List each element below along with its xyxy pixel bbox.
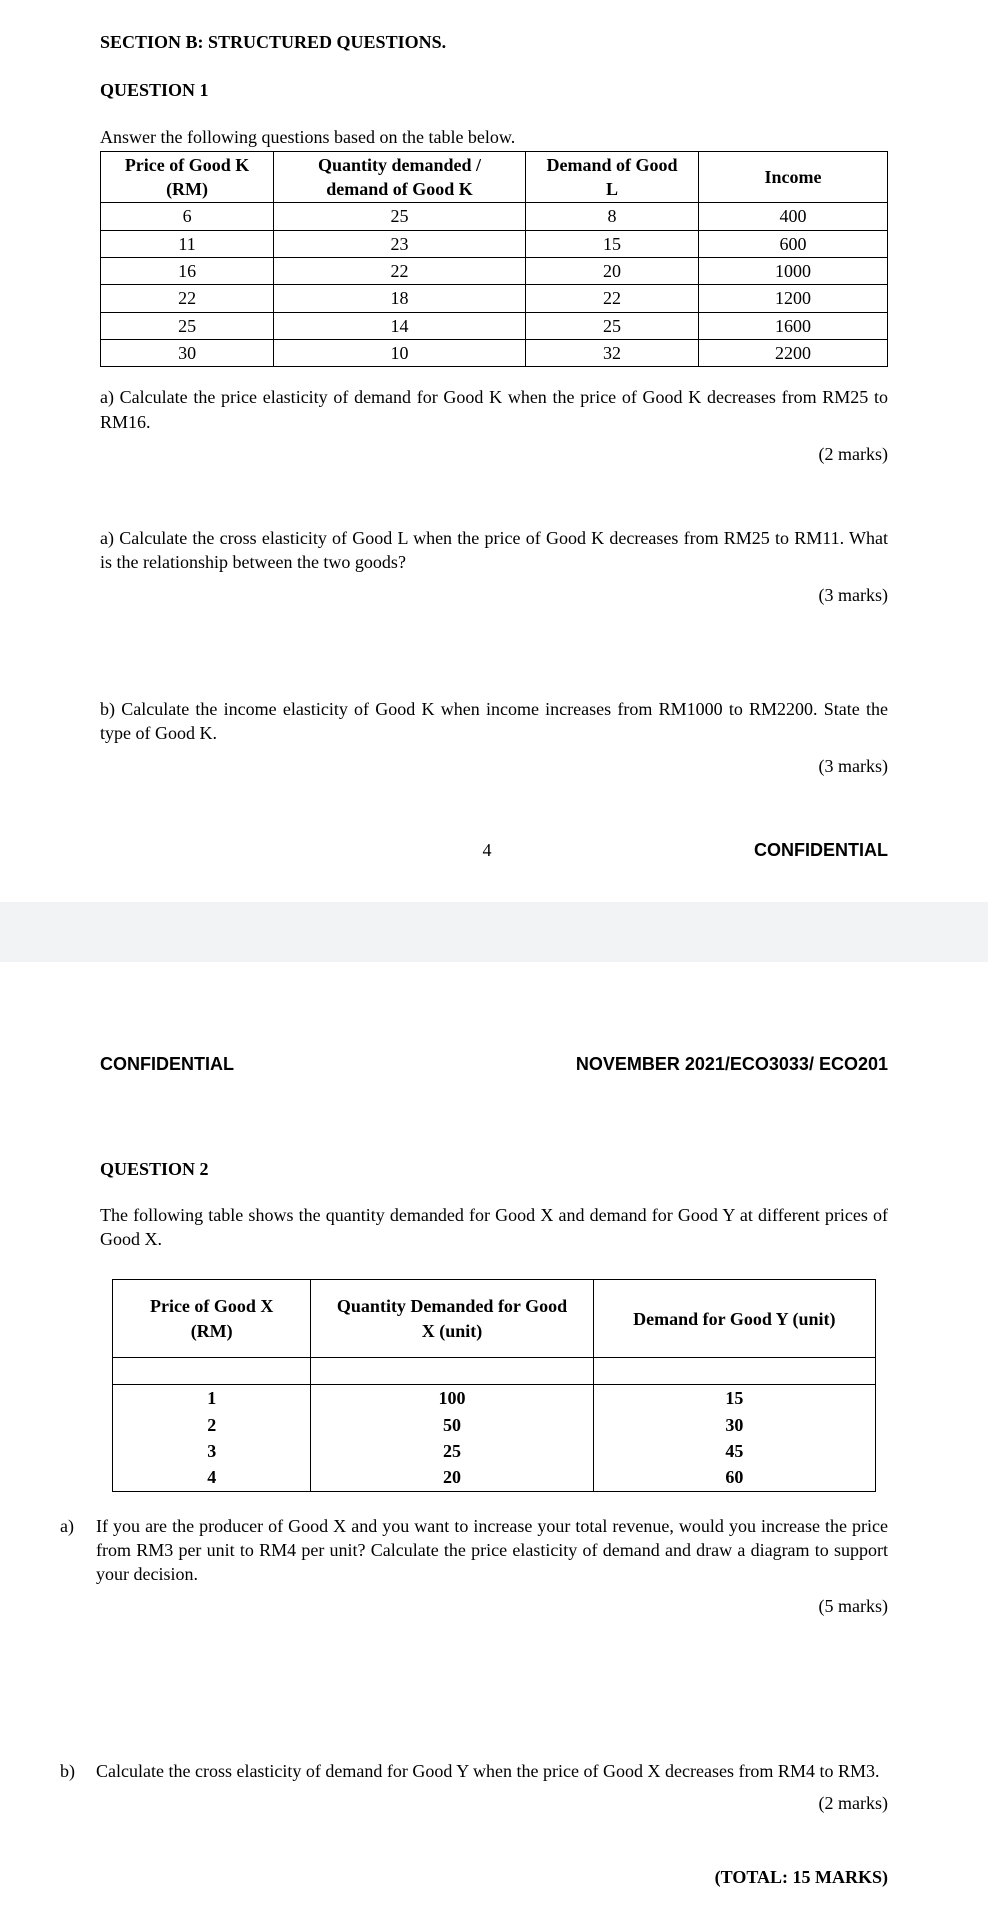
q2-a: a) If you are the producer of Good X and… [60,1514,888,1587]
header-right: NOVEMBER 2021/ECO3033/ ECO201 [576,1052,888,1076]
q2-b-marks: (2 marks) [60,1791,888,1815]
page-1: SECTION B: STRUCTURED QUESTIONS. QUESTIO… [0,0,988,902]
q2-a-text: If you are the producer of Good X and yo… [96,1514,888,1587]
q2-b-label: b) [60,1759,96,1783]
table-row: 32545 [113,1438,876,1464]
table-header: Demand for Good Y (unit) [593,1280,875,1358]
table-cell: 25 [274,203,526,230]
table-header: Demand of GoodL [525,151,698,203]
table-cell: 1 [113,1385,311,1412]
table-cell: 2200 [699,339,888,366]
table-row: 6258400 [101,203,888,230]
q1-a2-text: a) Calculate the cross elasticity of Goo… [100,526,888,575]
table-cell: 25 [101,312,274,339]
q1-b-marks: (3 marks) [100,754,888,778]
q2-b: b) Calculate the cross elasticity of dem… [60,1759,888,1783]
page2-header: CONFIDENTIAL NOVEMBER 2021/ECO3033/ ECO2… [100,1052,888,1076]
table-cell: 20 [311,1464,593,1491]
table-cell: 2 [113,1412,311,1438]
table-cell: 23 [274,230,526,257]
q1-a-marks: (2 marks) [100,442,888,466]
header-left: CONFIDENTIAL [100,1052,234,1076]
table-cell: 600 [699,230,888,257]
total-marks: (TOTAL: 15 MARKS) [60,1865,888,1889]
table-cell: 32 [525,339,698,366]
q2-table: Price of Good X(RM)Quantity Demanded for… [112,1279,876,1491]
table-header: Price of Good K(RM) [101,151,274,203]
q2-b-text: Calculate the cross elasticity of demand… [96,1759,888,1783]
table-row: 3010322200 [101,339,888,366]
table-cell: 20 [525,258,698,285]
section-title: SECTION B: STRUCTURED QUESTIONS. [100,30,888,54]
table-cell: 6 [101,203,274,230]
q1-lead-in: Answer the following questions based on … [100,125,888,149]
table-cell: 10 [274,339,526,366]
table-cell: 22 [274,258,526,285]
table-header: Price of Good X(RM) [113,1280,311,1358]
q1-table: Price of Good K(RM)Quantity demanded /de… [100,151,888,367]
table-header: Quantity Demanded for GoodX (unit) [311,1280,593,1358]
table-row: 110015 [113,1385,876,1412]
table-row: 2218221200 [101,285,888,312]
table-cell: 14 [274,312,526,339]
table-cell: 18 [274,285,526,312]
table-row: 112315600 [101,230,888,257]
page1-footer: 4 CONFIDENTIAL [100,838,888,862]
question-2-title: QUESTION 2 [100,1157,888,1181]
table-row: 25030 [113,1412,876,1438]
table-cell: 22 [525,285,698,312]
table-cell: 400 [699,203,888,230]
question-1-title: QUESTION 1 [100,78,888,102]
table-cell: 1600 [699,312,888,339]
table-cell: 60 [593,1464,875,1491]
table-cell: 30 [101,339,274,366]
table-cell [311,1358,593,1385]
table-cell [593,1358,875,1385]
q2-a-marks: (5 marks) [60,1594,888,1618]
table-cell: 15 [593,1385,875,1412]
q1-a2-marks: (3 marks) [100,583,888,607]
table-cell: 1200 [699,285,888,312]
page-gap [0,902,988,962]
table-cell: 15 [525,230,698,257]
table-cell: 100 [311,1385,593,1412]
table-cell [113,1358,311,1385]
table-row: 42060 [113,1464,876,1491]
table-cell: 16 [101,258,274,285]
page-number: 4 [220,838,754,862]
table-cell: 4 [113,1464,311,1491]
table-cell: 25 [525,312,698,339]
table-cell: 50 [311,1412,593,1438]
q2-lead-in: The following table shows the quantity d… [100,1203,888,1252]
table-cell: 11 [101,230,274,257]
q2-a-label: a) [60,1514,96,1587]
table-cell: 30 [593,1412,875,1438]
table-cell: 22 [101,285,274,312]
table-row: 2514251600 [101,312,888,339]
table-cell: 8 [525,203,698,230]
q1-b-text: b) Calculate the income elasticity of Go… [100,697,888,746]
page-2: CONFIDENTIAL NOVEMBER 2021/ECO3033/ ECO2… [0,962,988,1929]
table-header: Quantity demanded /demand of Good K [274,151,526,203]
table-row: 1622201000 [101,258,888,285]
table-cell: 45 [593,1438,875,1464]
q1-a-text: a) Calculate the price elasticity of dem… [100,385,888,434]
table-header: Income [699,151,888,203]
table-cell: 25 [311,1438,593,1464]
confidential-label: CONFIDENTIAL [754,838,888,862]
table-cell: 1000 [699,258,888,285]
table-cell: 3 [113,1438,311,1464]
